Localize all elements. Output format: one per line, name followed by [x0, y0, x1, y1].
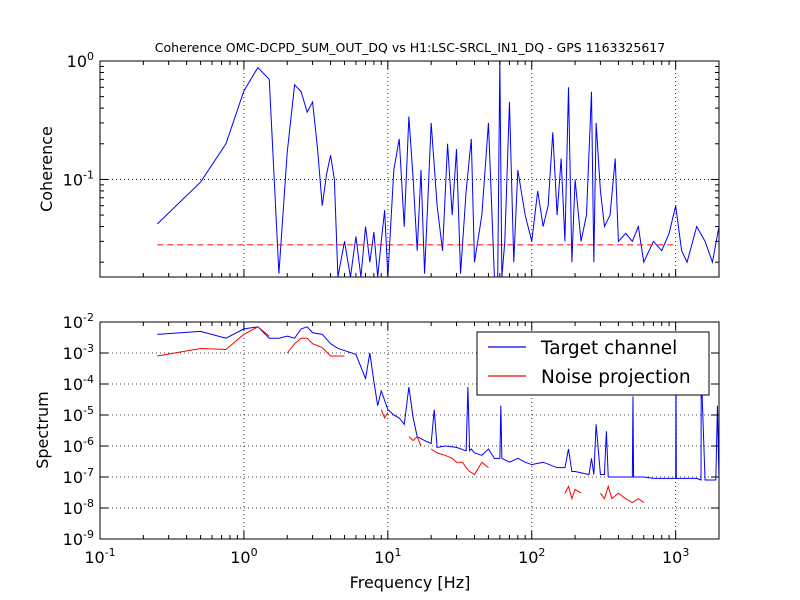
x-tick-label-base: 10	[230, 548, 250, 567]
coherence-axes-frame	[99, 60, 720, 278]
y-tick-label-exponent: 0	[87, 50, 94, 63]
y-tick-label-base: 10	[63, 344, 83, 363]
coherence-ylabel: Coherence	[37, 126, 56, 212]
x-tick-label-exponent: 2	[538, 546, 545, 559]
spectrum-y-tick-label: 10-4	[63, 373, 94, 394]
y-tick-label-base: 10	[63, 313, 83, 332]
spectrum-y-tick-label: 10-6	[63, 435, 94, 456]
x-tick-label-base: 10	[84, 548, 104, 567]
y-tick-label-exponent: -2	[83, 311, 94, 324]
coherence-title: Coherence OMC-DCPD_SUM_OUT_DQ vs H1:LSC-…	[155, 40, 665, 55]
coherence-y-tick-label: 100	[67, 50, 94, 71]
y-tick-label-exponent: -9	[83, 528, 94, 541]
legend-label-target-channel: Target channel	[540, 338, 677, 359]
y-tick-label-base: 10	[67, 52, 87, 71]
y-tick-label-base: 10	[63, 406, 83, 425]
spectrum-y-tick-label: 10-2	[63, 311, 94, 332]
x-tick-label-exponent: 1	[395, 546, 402, 559]
y-tick-label-exponent: -4	[83, 373, 94, 386]
x-tick-label-base: 10	[374, 548, 394, 567]
spectrum-ylabel: Spectrum	[33, 391, 52, 469]
y-tick-label-base: 10	[63, 499, 83, 518]
spectrum-line-noise-projection	[157, 326, 645, 504]
spectrum-y-tick-label: 10-5	[63, 404, 94, 425]
legend-label-noise-projection: Noise projection	[541, 367, 691, 388]
y-tick-label-exponent: -1	[83, 168, 94, 181]
spectrum-y-tick-label: 10-8	[63, 497, 94, 518]
y-tick-label-exponent: -3	[83, 342, 94, 355]
y-tick-label-exponent: -5	[83, 404, 94, 417]
x-tick-label-exponent: 0	[251, 546, 258, 559]
coherence-line-series-0	[156, 61, 719, 277]
x-tick-label: 100	[230, 546, 257, 567]
spectrum-legend: Target channel Noise projection	[476, 331, 710, 396]
x-tick-label: 101	[374, 546, 401, 567]
spectrum-panel: 10-1 100 101 102 10310-210-310-410-510-610-7…	[33, 311, 720, 592]
x-tick-label: 10-1	[84, 546, 115, 567]
y-tick-label-exponent: -8	[83, 497, 94, 510]
coherence-y-tick-label: 10-1	[63, 168, 94, 189]
y-tick-label-base: 10	[63, 170, 83, 189]
spectrum-y-tick-label: 10-7	[63, 466, 94, 487]
y-tick-label-base: 10	[63, 530, 83, 549]
x-tick-label-base: 10	[518, 548, 538, 567]
spectrum-y-tick-label: 10-3	[63, 342, 94, 363]
y-tick-label-base: 10	[63, 437, 83, 456]
y-tick-label-base: 10	[63, 375, 83, 394]
spectrum-line-target-channel	[157, 326, 719, 481]
spectrum-y-tick-label: 10-9	[63, 528, 94, 549]
y-tick-label-exponent: -7	[83, 466, 94, 479]
x-tick-label: 102	[518, 546, 545, 567]
y-tick-label-base: 10	[63, 468, 83, 487]
legend-box	[476, 331, 710, 396]
spectrum-xlabel: Frequency [Hz]	[350, 573, 471, 592]
spectrum-axes-frame	[99, 321, 720, 540]
spectrum-ticks: 10-1 100 101 102 10310-210-310-410-510-610-7…	[63, 311, 720, 567]
coherence-panel: Coherence OMC-DCPD_SUM_OUT_DQ vs H1:LSC-…	[37, 40, 720, 278]
x-tick-label: 103	[662, 546, 689, 567]
x-tick-label-exponent: -1	[105, 546, 116, 559]
y-tick-label-exponent: -6	[83, 435, 94, 448]
coherence-series-group	[156, 61, 719, 277]
spectrum-series-group	[157, 326, 719, 504]
x-tick-label-exponent: 3	[682, 546, 689, 559]
x-tick-label-base: 10	[662, 548, 682, 567]
